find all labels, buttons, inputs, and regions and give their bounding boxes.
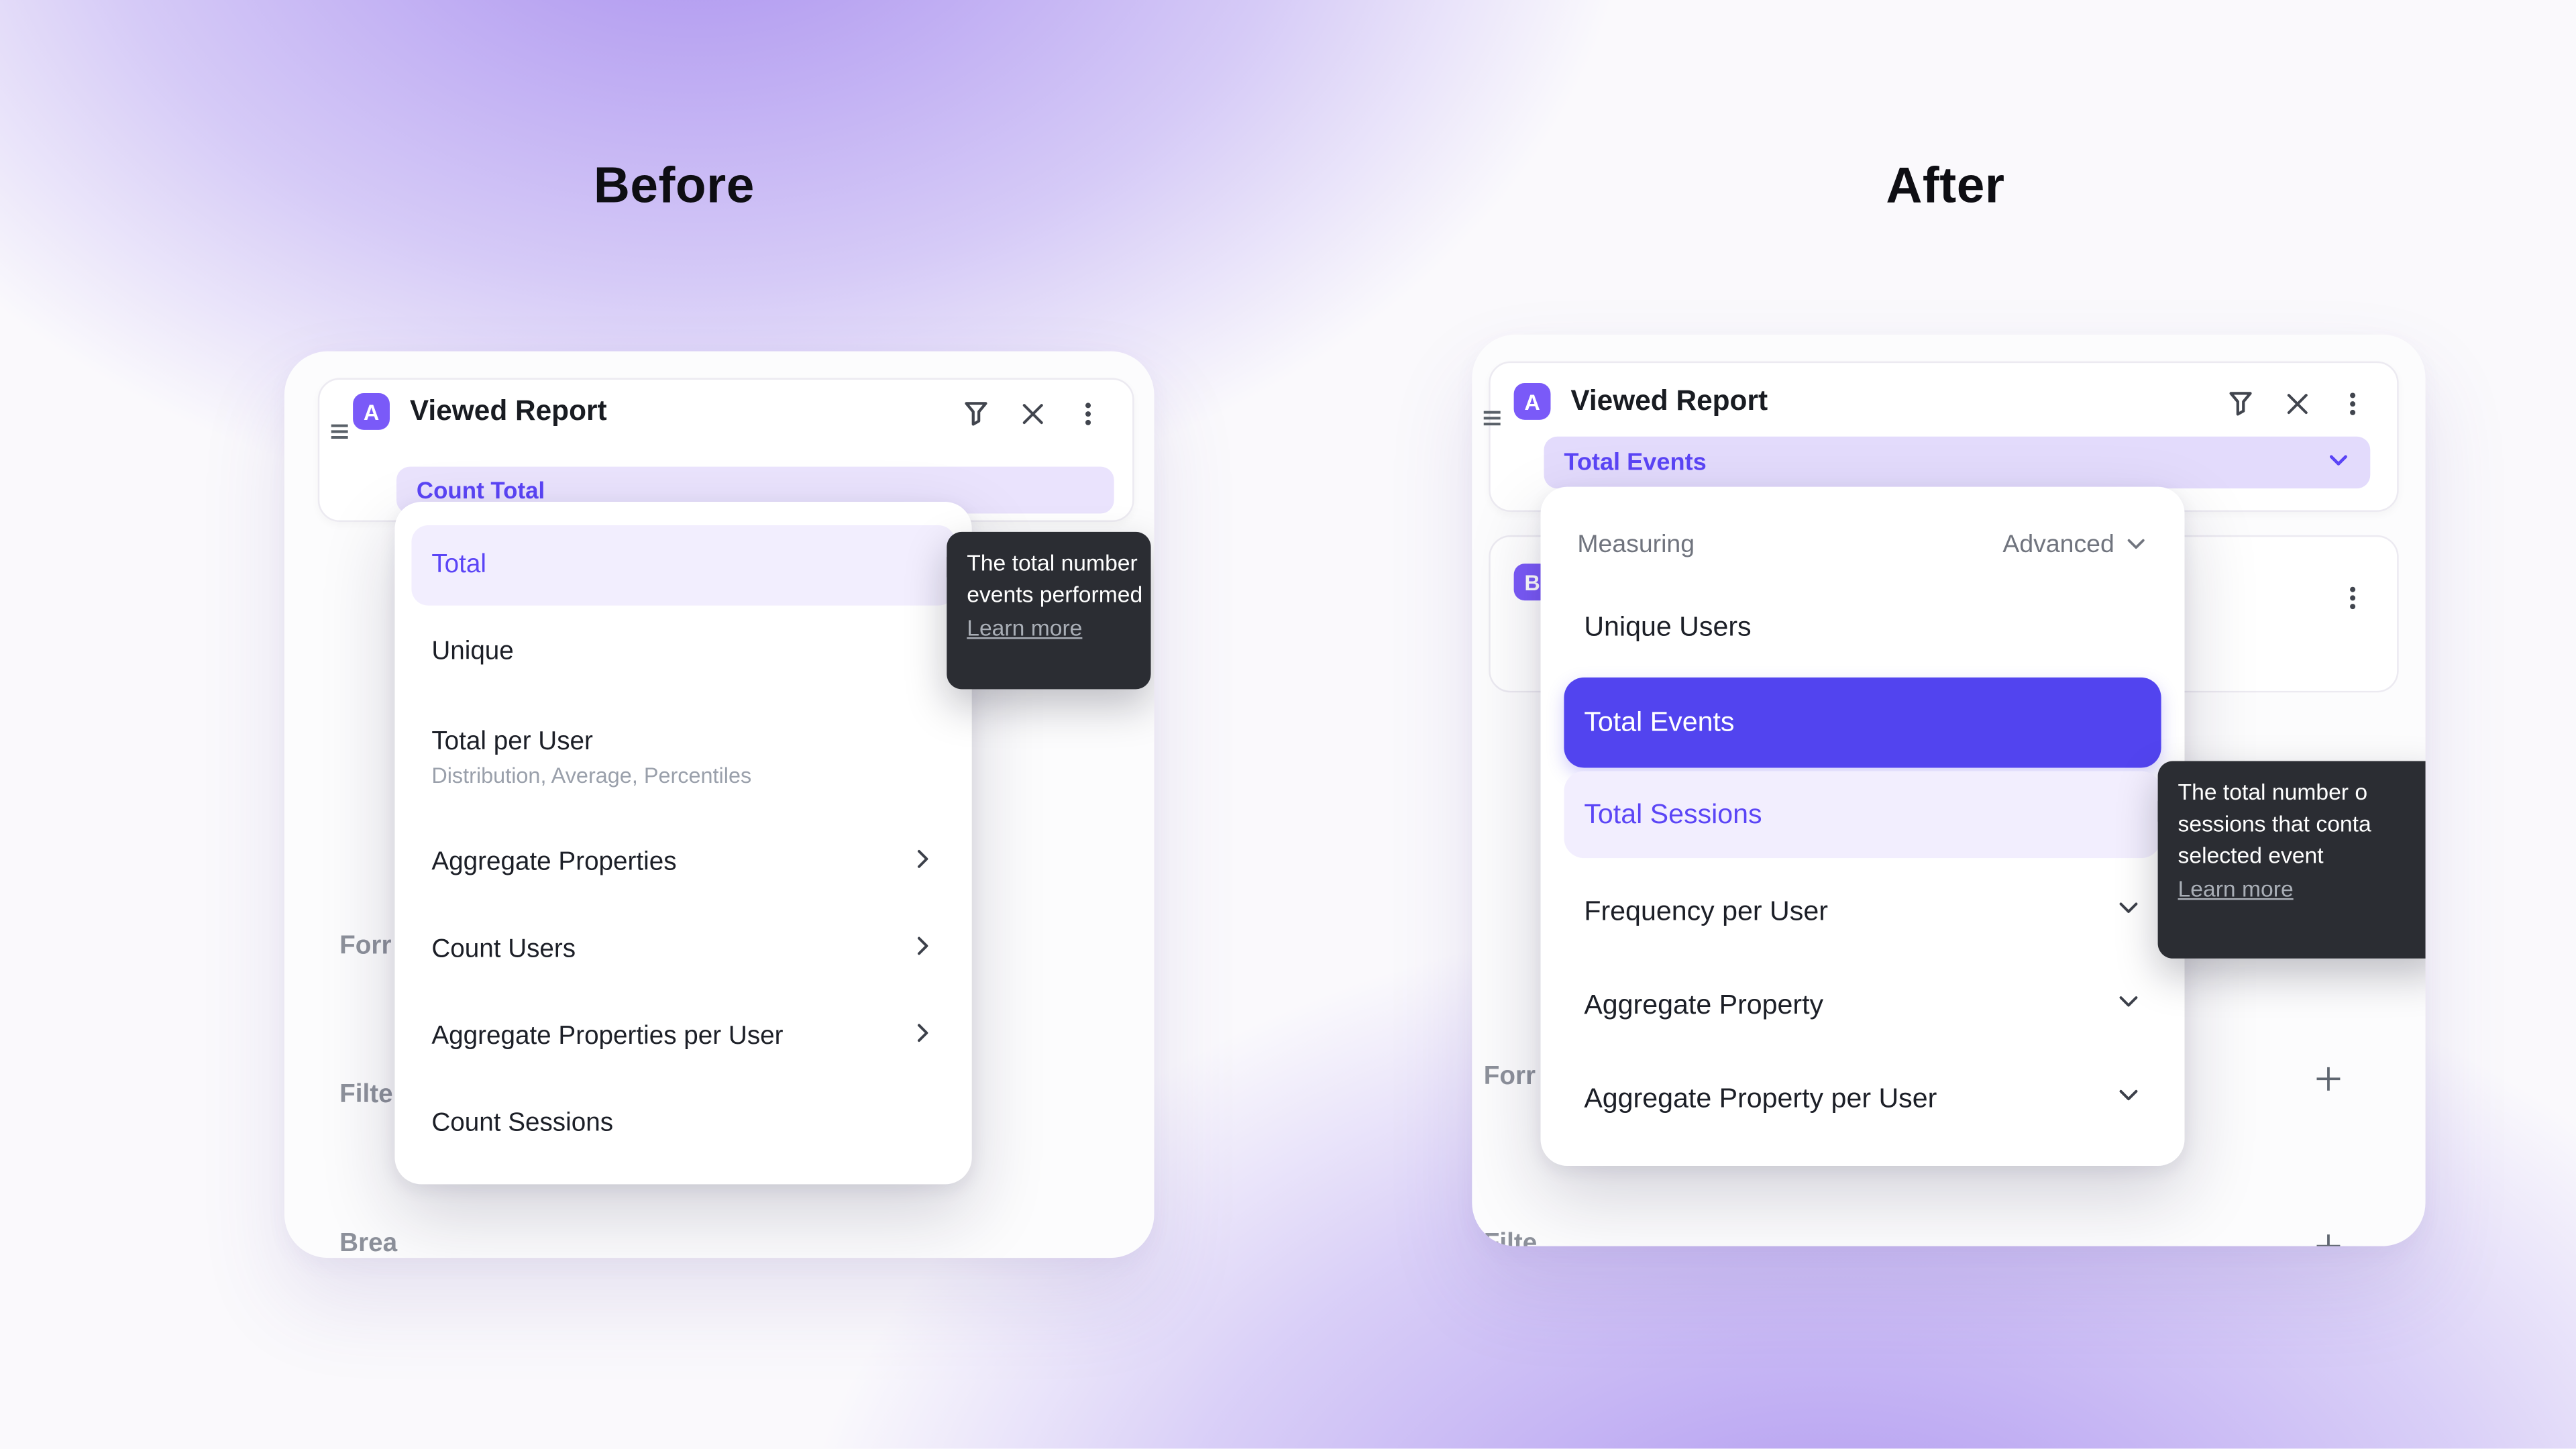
chevron-right-icon bbox=[910, 1020, 934, 1054]
more-options-button[interactable] bbox=[2339, 584, 2367, 612]
filter-button[interactable] bbox=[2224, 388, 2256, 419]
menu-item-total-sessions[interactable]: Total Sessions bbox=[1564, 771, 2161, 859]
menu-item-total[interactable]: Total bbox=[411, 525, 955, 606]
tooltip-arrow bbox=[947, 555, 949, 579]
event-card-a: A Viewed Report Total Events bbox=[1483, 361, 2399, 513]
funnel-filter-icon bbox=[965, 402, 987, 426]
event-badge: A bbox=[1513, 383, 1551, 420]
menu-item-frequency-per-user[interactable]: Frequency per User bbox=[1564, 865, 2161, 959]
close-button[interactable] bbox=[2284, 390, 2312, 418]
tooltip: The total number o sessions that conta s… bbox=[2157, 761, 2426, 959]
menu-item-count-sessions[interactable]: Count Sessions bbox=[431, 1109, 614, 1138]
tooltip-text: The total number bbox=[967, 550, 1138, 576]
tooltip-arrow bbox=[2157, 799, 2160, 823]
menu-item-total-events[interactable]: Total Events bbox=[1564, 677, 2161, 768]
drag-handle[interactable] bbox=[328, 420, 352, 451]
chevron-down-icon bbox=[2127, 539, 2145, 549]
measure-menu: Total Unique Total per User Distribution… bbox=[394, 502, 972, 1185]
chevron-right-icon bbox=[910, 933, 934, 967]
chevron-down-icon bbox=[2116, 1082, 2141, 1116]
row-label-breakdown: Brea bbox=[339, 1229, 398, 1258]
chevron-down-icon bbox=[2116, 989, 2141, 1022]
row-label-formula: Forr bbox=[339, 931, 392, 961]
close-icon bbox=[2287, 394, 2308, 415]
menu-item-unique[interactable]: Unique bbox=[431, 637, 514, 666]
before-title: Before bbox=[593, 158, 755, 215]
more-options-button[interactable] bbox=[2339, 390, 2367, 418]
chevron-right-icon bbox=[910, 847, 934, 880]
row-label-filter: Filte bbox=[339, 1080, 393, 1110]
after-title: After bbox=[1886, 158, 2005, 215]
add-button[interactable] bbox=[2314, 1231, 2344, 1246]
menu-item-unique-users[interactable]: Unique Users bbox=[1584, 611, 1752, 642]
tooltip: The total number events performed Learn … bbox=[947, 531, 1151, 690]
chevron-down-icon bbox=[2326, 447, 2350, 478]
card-title: Viewed Report bbox=[1570, 384, 1768, 417]
tooltip-text: The total number o bbox=[2178, 779, 2368, 805]
menu-item-total-per-user[interactable]: Total per User Distribution, Average, Pe… bbox=[431, 727, 752, 788]
card-title: Viewed Report bbox=[409, 394, 607, 427]
before-canvas: Forr Filte Brea A Viewed Report Count To… bbox=[284, 351, 1155, 1258]
menu-item-count-users[interactable]: Count Users bbox=[411, 906, 955, 994]
event-card-a: A Viewed Report Count Total bbox=[317, 378, 1134, 522]
menu-item-aggregate-property-per-user[interactable]: Aggregate Property per User bbox=[1564, 1052, 2161, 1146]
kebab-icon bbox=[2350, 392, 2356, 415]
add-button[interactable] bbox=[2314, 1064, 2344, 1102]
plus-icon bbox=[2316, 1067, 2341, 1091]
menu-item-aggregate-properties-per-user[interactable]: Aggregate Properties per User bbox=[411, 994, 955, 1081]
after-canvas: Forr Filte Brea B A Viewed Report Total … bbox=[1472, 334, 2426, 1246]
kebab-icon bbox=[1085, 402, 1091, 425]
tooltip-text: sessions that conta bbox=[2178, 811, 2371, 837]
more-options-button[interactable] bbox=[1074, 400, 1102, 428]
tooltip-text: selected event bbox=[2178, 843, 2324, 869]
row-label-formula: Forr bbox=[1483, 1062, 1536, 1091]
drag-handle[interactable] bbox=[1481, 407, 1504, 438]
measuring-menu: Measuring Advanced Unique Users Total Ev… bbox=[1540, 486, 2185, 1166]
menu-item-aggregate-property[interactable]: Aggregate Property bbox=[1564, 959, 2161, 1053]
row-label-filter: Filte bbox=[1483, 1229, 1538, 1246]
tooltip-learn-more-link[interactable]: Learn more bbox=[2178, 876, 2294, 902]
measuring-label: Measuring bbox=[1577, 529, 1695, 558]
metric-pill[interactable]: Total Events bbox=[1544, 436, 2371, 489]
chevron-down-icon bbox=[2116, 895, 2141, 928]
plus-icon bbox=[2316, 1234, 2341, 1246]
drag-handle-icon bbox=[331, 424, 348, 439]
close-button[interactable] bbox=[1019, 400, 1047, 428]
tooltip-learn-more-link[interactable]: Learn more bbox=[967, 615, 1083, 641]
filter-button[interactable] bbox=[960, 398, 991, 429]
menu-item-sublabel: Distribution, Average, Percentiles bbox=[431, 763, 752, 788]
drag-handle-icon bbox=[1483, 411, 1501, 426]
close-icon bbox=[1022, 404, 1043, 425]
funnel-filter-icon bbox=[2229, 392, 2252, 416]
tooltip-text: events performed bbox=[967, 582, 1143, 608]
advanced-dropdown[interactable]: Advanced bbox=[2002, 529, 2147, 558]
kebab-icon bbox=[2350, 586, 2356, 610]
menu-item-aggregate-properties[interactable]: Aggregate Properties bbox=[411, 820, 955, 907]
event-badge: A bbox=[353, 392, 390, 430]
